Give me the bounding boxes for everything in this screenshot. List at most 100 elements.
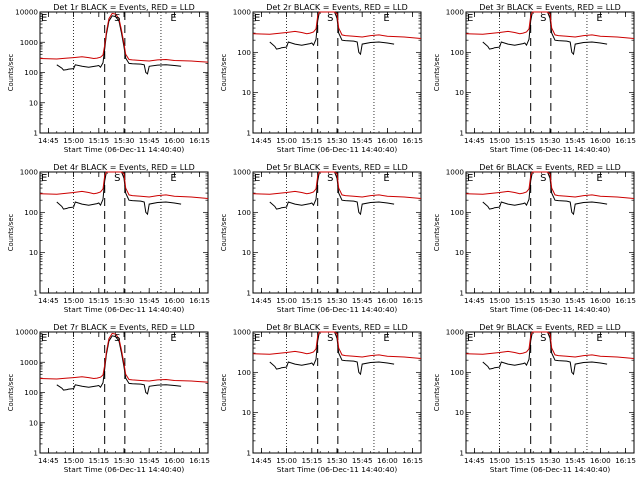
- x-tick-label: 14:45: [38, 136, 59, 145]
- y-tick-label: 1000: [233, 328, 252, 337]
- x-axis-title: Start Time (06-Dec-11 14:40:40): [277, 305, 398, 314]
- x-tick-label: 16:00: [590, 456, 611, 465]
- marker-label: E: [596, 173, 602, 184]
- marker-label: S: [540, 333, 546, 344]
- x-tick-label: 14:45: [464, 296, 485, 305]
- x-tick-label: 16:00: [377, 296, 398, 305]
- x-tick-label: 15:45: [565, 296, 586, 305]
- x-tick-label: 15:45: [139, 296, 160, 305]
- y-tick-label: 10: [455, 248, 465, 257]
- x-tick-label: 15:45: [352, 136, 373, 145]
- marker-label: E: [467, 173, 473, 184]
- series-line-events: [56, 335, 182, 395]
- plot-frame: [465, 11, 635, 134]
- x-tick-label: 15:00: [276, 456, 297, 465]
- y-axis-title: Counts/sec: [220, 54, 228, 92]
- y-tick-label: 1000: [233, 168, 252, 177]
- plot-frame: [39, 171, 209, 294]
- y-tick-label: 1000: [20, 358, 39, 367]
- y-tick-label: 1: [459, 129, 464, 138]
- marker-label: E: [41, 13, 47, 24]
- x-tick-label: 14:45: [251, 136, 272, 145]
- marker-label: S: [327, 173, 333, 184]
- series-line-lld: [39, 12, 209, 63]
- series-line-lld: [252, 11, 422, 39]
- marker-label: E: [467, 13, 473, 24]
- x-tick-label: 16:15: [402, 296, 423, 305]
- x-tick-label: 15:00: [276, 296, 297, 305]
- x-tick-label: 16:15: [615, 296, 636, 305]
- x-tick-label: 15:30: [327, 456, 348, 465]
- plot-frame: [465, 171, 635, 294]
- marker-label: E: [383, 333, 389, 344]
- marker-label: E: [254, 173, 260, 184]
- y-axis-title: Counts/sec: [433, 54, 441, 92]
- marker-label: S: [327, 13, 333, 24]
- x-tick-label: 15:45: [139, 136, 160, 145]
- marker-label: E: [383, 13, 389, 24]
- y-tick-label: 1: [33, 289, 38, 298]
- x-tick-label: 15:00: [63, 296, 84, 305]
- chart-panel-3: Det 3r BLACK = Events, RED = LLD 1 10 100 10…: [433, 3, 636, 154]
- y-axis-title: Counts/sec: [7, 54, 15, 92]
- x-tick-label: 14:45: [38, 296, 59, 305]
- y-tick-label: 1000: [446, 168, 465, 177]
- y-tick-label: 100: [24, 388, 38, 397]
- marker-label: E: [170, 173, 176, 184]
- plot-frame: [465, 331, 635, 454]
- y-tick-label: 10: [242, 248, 252, 257]
- y-axis-title: Counts/sec: [433, 214, 441, 252]
- marker-label: S: [540, 13, 546, 24]
- chart-panel-2: Det 2r BLACK = Events, RED = LLD 1 10 100 10…: [220, 3, 423, 154]
- y-tick-label: 10: [455, 88, 465, 97]
- chart-title: Det 4r BLACK = Events, RED = LLD: [53, 163, 195, 172]
- x-tick-label: 15:00: [63, 456, 84, 465]
- x-tick-label: 15:45: [352, 456, 373, 465]
- chart-title: Det 6r BLACK = Events, RED = LLD: [479, 163, 621, 172]
- x-axis-title: Start Time (06-Dec-11 14:40:40): [277, 145, 398, 154]
- y-tick-label: 1000: [20, 168, 39, 177]
- y-tick-label: 1: [246, 129, 251, 138]
- y-tick-label: 10000: [15, 328, 38, 337]
- y-tick-label: 1000: [446, 328, 465, 337]
- x-tick-label: 15:45: [565, 456, 586, 465]
- series-line-lld: [465, 331, 635, 359]
- x-tick-label: 15:45: [565, 136, 586, 145]
- marker-label: E: [383, 173, 389, 184]
- y-tick-label: 1: [459, 449, 464, 458]
- marker-label: S: [327, 333, 333, 344]
- y-axis-title: Counts/sec: [433, 374, 441, 412]
- x-tick-label: 14:45: [464, 136, 485, 145]
- x-tick-label: 15:00: [489, 136, 510, 145]
- x-axis-title: Start Time (06-Dec-11 14:40:40): [64, 305, 185, 314]
- chart-panel-6: Det 6r BLACK = Events, RED = LLD 1 10 100 10…: [433, 163, 636, 314]
- series-line-lld: [465, 11, 635, 39]
- marker-label: S: [114, 13, 120, 24]
- chart-title: Det 9r BLACK = Events, RED = LLD: [479, 323, 621, 332]
- marker-label: S: [114, 333, 120, 344]
- x-tick-label: 16:15: [402, 456, 423, 465]
- marker-label: E: [254, 13, 260, 24]
- marker-label: E: [596, 13, 602, 24]
- x-axis-title: Start Time (06-Dec-11 14:40:40): [490, 305, 611, 314]
- x-axis-title: Start Time (06-Dec-11 14:40:40): [277, 465, 398, 474]
- x-axis-title: Start Time (06-Dec-11 14:40:40): [64, 465, 185, 474]
- x-tick-label: 15:15: [88, 136, 109, 145]
- x-tick-label: 16:00: [164, 296, 185, 305]
- series-line-lld: [39, 332, 209, 383]
- plot-frame: [252, 331, 422, 454]
- chart-panel-9: Det 9r BLACK = Events, RED = LLD 1 10 100 10…: [433, 323, 636, 474]
- x-tick-label: 15:00: [489, 296, 510, 305]
- x-tick-label: 15:30: [327, 136, 348, 145]
- marker-label: E: [41, 333, 47, 344]
- chart-panel-4: Det 4r BLACK = Events, RED = LLD 1 10 100 10…: [7, 163, 210, 314]
- series-line-lld: [465, 171, 635, 199]
- y-tick-label: 100: [24, 68, 38, 77]
- y-tick-label: 10: [242, 88, 252, 97]
- marker-label: E: [170, 333, 176, 344]
- series-line-events: [56, 15, 182, 75]
- x-tick-label: 15:30: [540, 296, 561, 305]
- x-tick-label: 16:00: [590, 136, 611, 145]
- x-tick-label: 15:15: [301, 136, 322, 145]
- x-tick-label: 16:15: [189, 136, 210, 145]
